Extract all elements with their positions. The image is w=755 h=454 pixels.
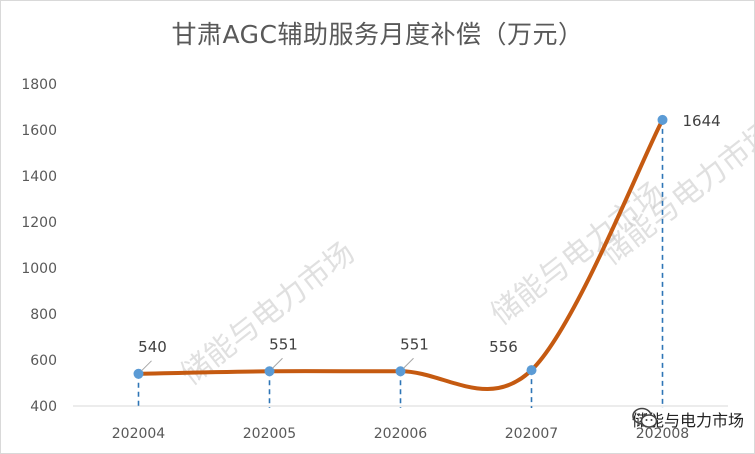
- y-tick-label: 600: [30, 353, 57, 369]
- watermark-text: 储能与电力市场: [594, 115, 754, 272]
- data-label: 551: [400, 335, 429, 353]
- chart-title: 甘肃AGC辅助服务月度补偿（万元）: [171, 20, 584, 49]
- wechat-account-badge: 储能与电力市场: [632, 407, 744, 431]
- data-label: 551: [269, 335, 298, 353]
- x-tick-label: 202007: [505, 426, 558, 442]
- data-labels: 540 551 551 556 1644: [138, 112, 721, 372]
- y-tick-label: 1600: [21, 123, 57, 139]
- data-label: 540: [138, 338, 167, 356]
- y-tick-label: 1000: [21, 261, 57, 277]
- watermark-layer: 储能与电力市场 储能与电力市场 储能与电力市场: [174, 115, 754, 392]
- x-tick-label: 202006: [374, 426, 428, 442]
- data-label-leader: [403, 357, 414, 369]
- x-tick-label: 202004: [112, 426, 166, 442]
- data-points: [133, 114, 668, 379]
- data-point: [657, 114, 668, 125]
- watermark-text: 储能与电力市场: [484, 175, 671, 332]
- y-tick-label: 1400: [21, 169, 57, 185]
- x-tick-label: 202008: [636, 426, 689, 442]
- drop-lines: [137, 119, 664, 408]
- data-label-leader: [272, 357, 283, 369]
- y-tick-label: 800: [30, 307, 57, 323]
- data-point: [264, 366, 275, 377]
- data-point: [526, 365, 537, 376]
- y-tick-label: 1200: [21, 215, 57, 231]
- y-tick-label: 1800: [21, 77, 57, 93]
- data-point: [395, 366, 406, 377]
- series-line: [136, 117, 665, 391]
- y-tick-label: 400: [30, 399, 57, 415]
- data-label: 556: [489, 338, 518, 356]
- wechat-account-name: 储能与电力市场: [631, 411, 744, 430]
- data-label: 1644: [683, 112, 721, 130]
- x-axis-ticks: 202004 202005 202006 202007 202008: [112, 426, 689, 442]
- wechat-icon: [632, 407, 658, 428]
- data-label-leader: [141, 360, 152, 372]
- y-axis-ticks: 400 600 800 1000 1200 1400 1600 1800: [21, 77, 57, 415]
- data-point: [133, 368, 144, 379]
- x-tick-label: 202005: [243, 426, 296, 442]
